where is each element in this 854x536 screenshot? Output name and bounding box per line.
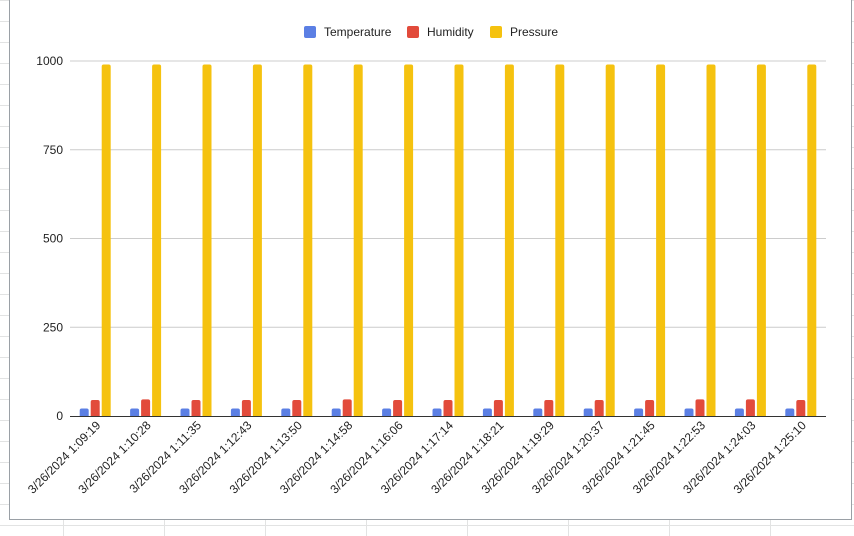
bar-temperature <box>785 408 795 416</box>
bar-temperature <box>230 408 240 416</box>
bar-temperature <box>130 408 140 416</box>
chart-bars <box>79 64 817 417</box>
bar-temperature <box>634 408 644 416</box>
legend-label-humidity: Humidity <box>427 25 474 39</box>
y-tick-label: 250 <box>43 320 63 334</box>
bar-humidity <box>393 400 403 416</box>
bar-pressure <box>454 64 464 417</box>
legend-swatch-pressure <box>490 26 502 38</box>
bar-pressure <box>404 64 414 417</box>
bar-temperature <box>684 408 694 416</box>
bar-temperature <box>583 408 593 416</box>
legend-swatch-humidity <box>407 26 419 38</box>
bar-pressure <box>656 64 666 417</box>
bar-temperature <box>281 408 291 416</box>
bar-temperature <box>432 408 442 416</box>
bar-pressure <box>152 64 162 417</box>
bar-humidity <box>241 400 251 416</box>
bar-pressure <box>605 64 615 417</box>
y-tick-label: 500 <box>43 232 63 246</box>
bar-pressure <box>706 64 716 417</box>
bar-pressure <box>555 64 565 417</box>
y-tick-label: 1000 <box>36 54 63 68</box>
bar-pressure <box>101 64 111 417</box>
y-tick-label: 0 <box>56 409 63 423</box>
bar-temperature <box>734 408 744 416</box>
bar-humidity <box>90 400 100 416</box>
bar-humidity <box>745 399 755 416</box>
bar-humidity <box>292 400 302 416</box>
bar-temperature <box>382 408 392 416</box>
bar-temperature <box>180 408 190 416</box>
bar-temperature <box>331 408 341 416</box>
y-axis-ticks: 0 250 500 750 1000 <box>36 54 63 423</box>
bar-pressure <box>807 64 817 417</box>
bar-humidity <box>796 400 806 416</box>
bar-pressure <box>756 64 766 417</box>
legend-label-pressure: Pressure <box>510 25 558 39</box>
bar-humidity <box>695 399 705 416</box>
bar-humidity <box>493 400 503 416</box>
bar-pressure <box>202 64 212 417</box>
bar-pressure <box>504 64 514 417</box>
bar-pressure <box>303 64 313 417</box>
bar-humidity <box>594 400 604 416</box>
bar-humidity <box>443 400 453 416</box>
bar-humidity <box>141 399 151 416</box>
bar-temperature <box>79 408 89 416</box>
bar-humidity <box>191 400 201 416</box>
bar-temperature <box>482 408 492 416</box>
y-tick-label: 750 <box>43 143 63 157</box>
chart-legend: Temperature Humidity Pressure <box>304 25 558 39</box>
legend-label-temperature: Temperature <box>324 25 392 39</box>
bar-humidity <box>342 399 352 416</box>
x-axis-ticks: 3/26/2024 1:09:193/26/2024 1:10:283/26/2… <box>25 418 809 497</box>
chart-gridlines <box>70 60 826 328</box>
bar-temperature <box>533 408 543 416</box>
bar-pressure <box>353 64 363 417</box>
bar-humidity <box>544 400 554 416</box>
legend-swatch-temperature <box>304 26 316 38</box>
bar-humidity <box>645 400 655 416</box>
bar-pressure <box>252 64 262 417</box>
